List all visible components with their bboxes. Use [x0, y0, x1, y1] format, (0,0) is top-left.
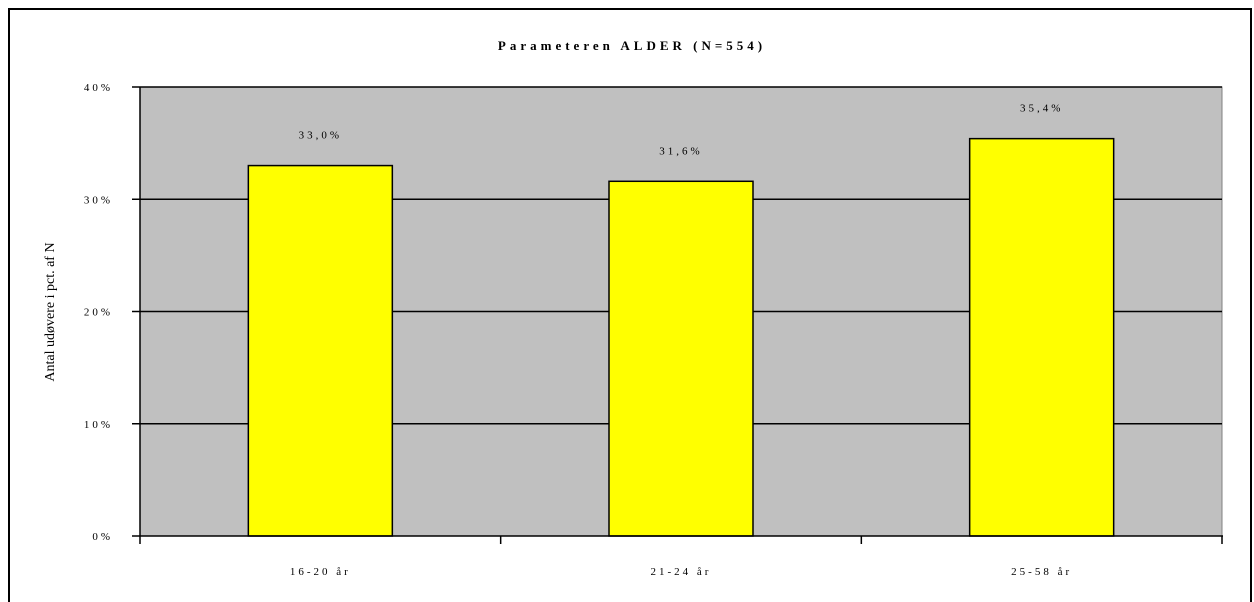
x-tick-label: 21-24 år — [651, 566, 712, 578]
tick-labels: 0% 10% 20% 30% 40% 16-20 år 21-24 år 25-58 år — [84, 82, 1072, 578]
y-tick-label: 30% — [84, 194, 113, 206]
data-label: 31,6% — [659, 145, 702, 157]
y-tick-label: 40% — [84, 82, 113, 94]
bar — [247, 164, 394, 537]
data-label: 35,4% — [1020, 103, 1063, 115]
data-labels: 33,0% 31,6% 35,4% — [299, 103, 1063, 158]
data-label: 33,0% — [299, 130, 342, 142]
y-tick-label: 10% — [84, 419, 113, 431]
chart-title: Parameteren ALDER (N=554) — [498, 38, 766, 53]
x-tick-label: 25-58 år — [1011, 566, 1072, 578]
x-tick-label: 16-20 år — [290, 566, 351, 578]
y-axis-label: Antal udøvere i pct. af N — [43, 242, 58, 381]
y-tick-label: 20% — [84, 307, 113, 319]
bar — [968, 137, 1115, 537]
axes — [132, 86, 1223, 544]
bars — [247, 137, 1115, 537]
bar — [608, 180, 754, 537]
y-tick-label: 0% — [92, 531, 113, 543]
